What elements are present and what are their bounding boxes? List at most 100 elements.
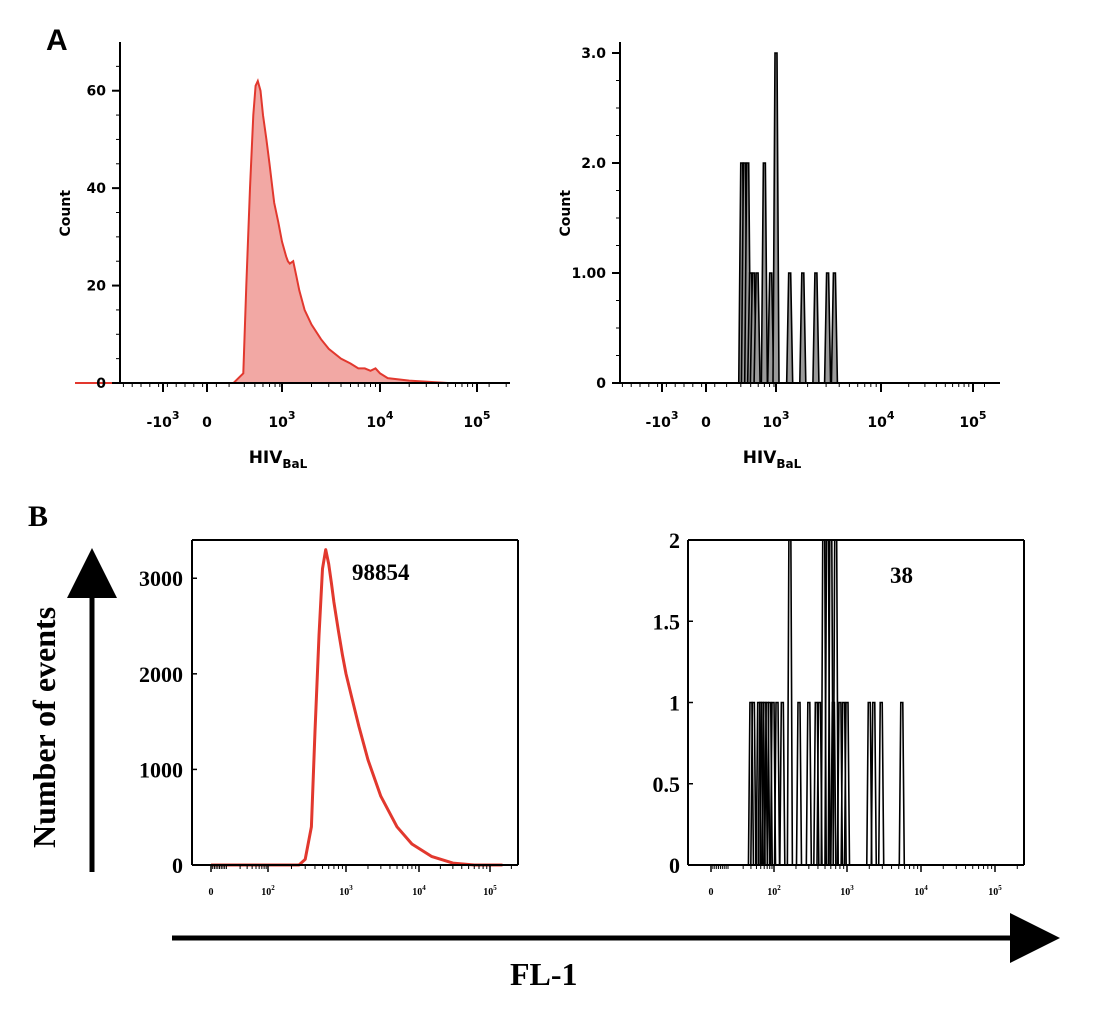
y-arrow-label: Number of events — [26, 607, 62, 848]
x-tick-base: 10 — [339, 887, 349, 898]
a2-major-x-ticks — [661, 383, 974, 392]
histogram-spike — [870, 701, 878, 866]
a1-y-axis-label: Count — [58, 190, 74, 237]
b2-y-tick-labels: 0 0.5 1 1.5 2 — [653, 528, 681, 878]
b1-major-y-ticks — [192, 577, 197, 866]
x-tick-label: -103 — [147, 409, 180, 431]
x-tick-exponent: 5 — [483, 409, 491, 422]
x-tick-exponent: 3 — [782, 409, 790, 422]
y-tick-label: 40 — [87, 181, 107, 197]
y-tick-label: 1000 — [139, 757, 183, 782]
a2-minor-y-ticks — [616, 52, 620, 356]
x-tick-exponent: 3 — [349, 884, 353, 892]
b2-major-y-ticks — [688, 539, 693, 866]
histogram-spike — [772, 52, 780, 384]
y-tick-label: 2 — [669, 528, 680, 553]
x-tick-base: 10 — [483, 887, 493, 898]
histogram-spike — [877, 701, 885, 866]
x-tick-exponent: 3 — [671, 409, 679, 422]
x-tick-base: 10 — [840, 887, 850, 898]
x-arrow-label: FL-1 — [510, 956, 578, 992]
x-tick-base: 10 — [988, 887, 998, 898]
x-tick-base: 10 — [767, 887, 777, 898]
histogram-spike — [830, 272, 839, 384]
x-tick-exponent: 5 — [979, 409, 987, 422]
x-tick-base: -10 — [147, 415, 173, 431]
x-tick-label: 0 — [202, 415, 212, 431]
b1-histogram-line — [211, 548, 503, 867]
y-tick-label: 0 — [596, 376, 606, 392]
a2-x-axis-label: HIVBaL — [743, 448, 802, 471]
x-tick-base: 10 — [268, 415, 288, 431]
y-tick-label: 0.5 — [653, 772, 681, 797]
panel-a-label: A — [46, 24, 68, 57]
y-tick-label: 0 — [669, 853, 680, 878]
x-tick-label: 104 — [914, 884, 928, 898]
x-tick-base: 10 — [914, 887, 924, 898]
x-tick-label: 0 — [701, 415, 711, 431]
a2-minor-x-ticks — [621, 383, 985, 387]
y-tick-label: 20 — [87, 279, 107, 295]
b1-y-tick-labels: 0 1000 2000 3000 — [139, 566, 183, 878]
x-tick-base: 10 — [412, 887, 422, 898]
x-tick-base: 10 — [366, 415, 386, 431]
histogram-spike — [786, 539, 794, 866]
histogram-spike — [779, 701, 786, 866]
b1-major-x-ticks — [210, 865, 491, 872]
b1-x-tick-labels: 0 102 103 104 105 — [209, 884, 498, 898]
a1-histogram-line — [75, 78, 507, 384]
x-tick-label: 103 — [762, 409, 789, 431]
b2-event-count: 38 — [890, 563, 913, 588]
histogram-spike — [898, 701, 906, 866]
x-tick-base: 0 — [709, 887, 714, 898]
y-tick-label: 2000 — [139, 662, 183, 687]
b2-spikes — [747, 539, 906, 866]
b2-x-tick-labels: 0 102 103 104 105 — [709, 884, 1003, 898]
a1-x-axis-label: HIVBaL — [249, 448, 308, 471]
x-label-main: HIV — [743, 448, 778, 468]
x-label-subscript: BaL — [282, 457, 307, 471]
y-tick-label: 1.00 — [571, 266, 606, 282]
x-tick-base: 0 — [701, 415, 711, 431]
x-tick-base: 10 — [261, 887, 271, 898]
y-tick-label: 0 — [172, 853, 183, 878]
x-tick-label: 0 — [209, 887, 214, 898]
histogram-spike — [843, 701, 851, 866]
x-tick-label: 103 — [268, 409, 295, 431]
x-tick-exponent: 3 — [288, 409, 296, 422]
b1-event-count: 98854 — [352, 560, 410, 585]
x-tick-label: 104 — [867, 409, 894, 431]
y-tick-label: 1.5 — [653, 609, 681, 634]
x-label-main: HIV — [249, 448, 284, 468]
b1-frame — [191, 539, 519, 866]
x-tick-exponent: 2 — [271, 884, 275, 892]
x-tick-base: 0 — [209, 887, 214, 898]
a2-y-tick-labels: 0 1.00 2.0 3.0 — [571, 46, 606, 392]
y-tick-label: 3.0 — [581, 46, 606, 62]
x-tick-exponent: 5 — [998, 884, 1002, 892]
a1-histogram-fill — [75, 81, 507, 383]
x-tick-base: 10 — [463, 415, 483, 431]
a1-x-tick-labels: -103 0 103 104 105 — [147, 409, 491, 431]
x-tick-label: 105 — [483, 884, 497, 898]
x-tick-exponent: 4 — [924, 884, 928, 892]
histogram-spike — [812, 272, 820, 384]
b2-minor-x-ticks — [712, 865, 1018, 869]
x-tick-exponent: 4 — [386, 409, 394, 422]
x-tick-base: 0 — [202, 415, 212, 431]
x-label-subscript: BaL — [776, 457, 801, 471]
histogram-spike — [760, 162, 769, 384]
b2-major-x-ticks — [710, 865, 996, 872]
x-tick-label: 105 — [988, 884, 1002, 898]
y-tick-label: 0 — [96, 376, 106, 392]
y-tick-label: 1 — [669, 691, 680, 716]
y-tick-label: 60 — [87, 84, 107, 100]
x-tick-exponent: 4 — [422, 884, 426, 892]
x-tick-label: 102 — [261, 884, 275, 898]
histogram-spike — [785, 272, 794, 384]
y-tick-label: 3000 — [139, 566, 183, 591]
y-tick-label: 2.0 — [581, 156, 606, 172]
x-tick-label: 103 — [339, 884, 353, 898]
